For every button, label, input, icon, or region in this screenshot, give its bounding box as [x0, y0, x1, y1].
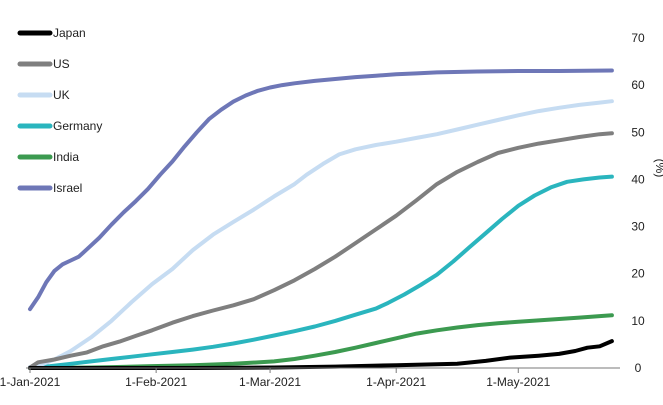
- legend-label-japan: Japan: [53, 26, 86, 40]
- y-tick-label: 10: [631, 314, 645, 328]
- x-tick-label: 1-Mar-2021: [239, 375, 301, 389]
- y-tick-label: 0: [635, 361, 642, 375]
- legend-label-germany: Germany: [53, 119, 102, 133]
- series-line-germany: [28, 174, 614, 370]
- y-tick-label: 40: [631, 172, 645, 186]
- x-tick-label: 1-Jan-2021: [0, 375, 61, 389]
- y-tick-label: 60: [631, 78, 645, 92]
- series-line-uk: [28, 99, 614, 370]
- y-tick-label: 20: [631, 267, 645, 281]
- y-axis-label: (%): [653, 159, 663, 178]
- legend-label-uk: UK: [53, 88, 70, 102]
- y-tick-label: 30: [631, 220, 645, 234]
- y-tick-label: 50: [631, 125, 645, 139]
- legend-label-israel: Israel: [53, 181, 82, 195]
- legend-label-india: India: [53, 150, 79, 164]
- legend-label-us: US: [53, 57, 70, 71]
- series-line-india: [28, 313, 614, 370]
- x-tick-label: 1-Apr-2021: [366, 375, 426, 389]
- series-layer: [28, 68, 614, 370]
- series-line-israel: [28, 68, 614, 312]
- x-axis: 1-Jan-2021 1-Feb-2021 1-Mar-2021 1-Apr-2021…: [0, 367, 620, 389]
- y-axis: (%) 0 10 20 30 40 50 60 70: [631, 31, 663, 375]
- series-line-us: [28, 131, 614, 370]
- x-tick-label: 1-May-2021: [486, 375, 550, 389]
- x-tick-label: 1-Feb-2021: [125, 375, 187, 389]
- legend: Japan US UK Germany India Israel: [17, 26, 102, 195]
- y-tick-label: 70: [631, 31, 645, 45]
